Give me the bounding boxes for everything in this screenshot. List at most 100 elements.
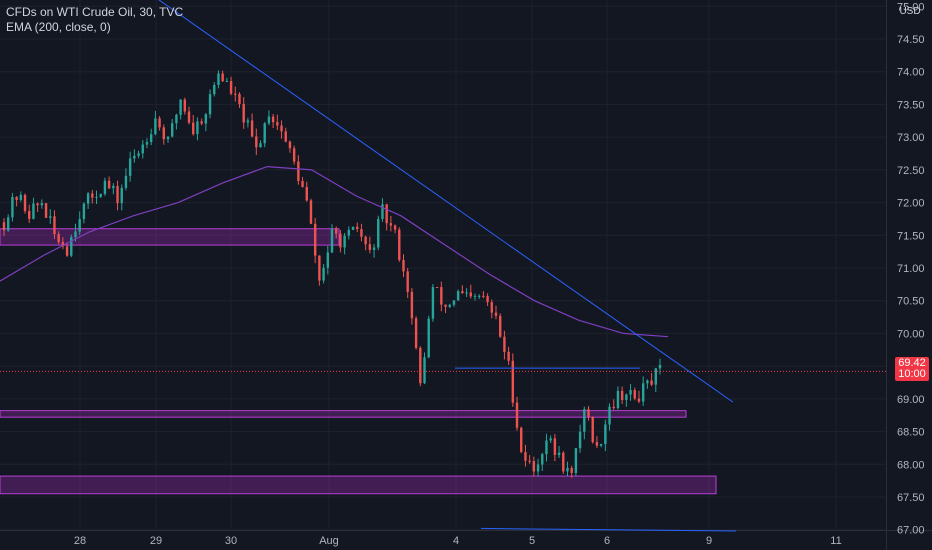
grid-lines bbox=[0, 0, 886, 531]
candle-body bbox=[99, 193, 102, 197]
candle-body bbox=[431, 287, 435, 319]
candle-body bbox=[187, 111, 191, 123]
candle-body bbox=[309, 200, 313, 224]
candle-body bbox=[246, 120, 250, 123]
candle-body bbox=[456, 291, 460, 301]
candle-body bbox=[423, 357, 426, 384]
candle-body bbox=[263, 123, 266, 144]
time-tick-label: 28 bbox=[74, 535, 86, 547]
candle-body bbox=[335, 228, 338, 234]
candle-body bbox=[562, 452, 565, 472]
candle-body bbox=[276, 122, 279, 126]
candle-body bbox=[259, 143, 262, 148]
candle-body bbox=[158, 118, 161, 128]
ema-indicator-label[interactable]: EMA (200, close, 0) bbox=[6, 20, 111, 34]
candles bbox=[2, 70, 662, 478]
price-tick-label: 75.00 bbox=[897, 1, 925, 13]
candle-body bbox=[473, 295, 477, 297]
price-tick-label: 71.50 bbox=[897, 230, 925, 242]
candle-body bbox=[650, 380, 653, 385]
candle-body bbox=[435, 287, 439, 289]
candle-body bbox=[53, 216, 56, 235]
candle-body bbox=[629, 390, 632, 395]
candle-body bbox=[356, 226, 359, 230]
candle-body bbox=[284, 131, 287, 142]
time-tick-label: 9 bbox=[706, 535, 712, 547]
candle-body bbox=[612, 406, 615, 409]
candle-body bbox=[524, 452, 527, 461]
candle-body bbox=[234, 93, 237, 95]
candle-body bbox=[2, 222, 6, 231]
candle-body bbox=[427, 318, 430, 358]
candle-body bbox=[141, 144, 144, 154]
candle-body bbox=[440, 287, 443, 305]
candle-body bbox=[347, 229, 351, 236]
candle-body bbox=[520, 427, 523, 453]
candle-body bbox=[40, 203, 44, 206]
price-tick-label: 74.00 bbox=[897, 67, 925, 79]
candle-body bbox=[641, 383, 645, 402]
candle-body bbox=[360, 229, 363, 237]
candle-body bbox=[137, 153, 140, 156]
candle-body bbox=[7, 217, 10, 231]
candle-body bbox=[490, 302, 493, 313]
candle-body bbox=[591, 416, 594, 443]
candle-body bbox=[120, 187, 123, 204]
candle-body bbox=[507, 351, 510, 361]
candle-body bbox=[515, 402, 519, 428]
candle-body bbox=[393, 225, 397, 230]
candle-body bbox=[116, 185, 119, 204]
candle-body bbox=[204, 114, 208, 124]
candle-body bbox=[477, 295, 481, 297]
candle-body bbox=[32, 203, 35, 219]
price-tick-label: 72.50 bbox=[897, 165, 925, 177]
candle-body bbox=[364, 236, 367, 245]
support-resistance-zone bbox=[0, 410, 687, 418]
candle-body bbox=[95, 196, 98, 198]
candle-body bbox=[107, 180, 111, 189]
candle-body bbox=[103, 180, 107, 194]
candle-body bbox=[221, 73, 224, 82]
candle-body bbox=[658, 364, 662, 369]
candle-body bbox=[372, 247, 376, 250]
candle-body bbox=[112, 185, 115, 189]
candle-body bbox=[620, 390, 624, 400]
price-tick-label: 69.00 bbox=[897, 394, 925, 406]
price-tick-label: 68.00 bbox=[897, 459, 925, 471]
candle-body bbox=[133, 155, 136, 159]
price-tick-label: 74.50 bbox=[897, 34, 925, 46]
candle-body bbox=[154, 118, 157, 135]
candle-body bbox=[330, 228, 334, 253]
candle-body bbox=[82, 203, 86, 220]
candle-body bbox=[389, 223, 393, 226]
ema-line bbox=[0, 165, 669, 338]
candle-body bbox=[595, 442, 599, 446]
candle-body bbox=[499, 315, 502, 337]
candle-body bbox=[280, 125, 283, 132]
candle-body bbox=[578, 431, 582, 449]
candle-body bbox=[587, 409, 590, 417]
candle-body bbox=[225, 81, 229, 83]
candle-body bbox=[482, 295, 485, 297]
candle-body bbox=[494, 312, 498, 316]
candle-body bbox=[410, 291, 414, 319]
candle-body bbox=[583, 409, 586, 432]
candle-body bbox=[599, 443, 603, 446]
time-tick-label: Aug bbox=[319, 535, 339, 547]
candle-body bbox=[11, 196, 14, 218]
symbol-title[interactable]: CFDs on WTI Crude Oil, 30, TVC bbox=[6, 5, 184, 19]
candle-body bbox=[368, 244, 372, 250]
candle-body bbox=[406, 271, 409, 292]
candle-body bbox=[255, 136, 258, 148]
candle-body bbox=[536, 464, 540, 472]
candle-body bbox=[124, 175, 128, 188]
candle-body bbox=[229, 81, 233, 94]
price-tick-label: 68.50 bbox=[897, 427, 925, 439]
time-tick-label: 29 bbox=[150, 535, 162, 547]
time-tick-label: 6 bbox=[604, 535, 610, 547]
price-axis: 67.0067.5068.0068.5069.0069.5070.0070.50… bbox=[897, 1, 925, 536]
candle-body bbox=[149, 134, 153, 143]
support-resistance-zone bbox=[0, 228, 340, 246]
candle-body bbox=[557, 452, 561, 456]
